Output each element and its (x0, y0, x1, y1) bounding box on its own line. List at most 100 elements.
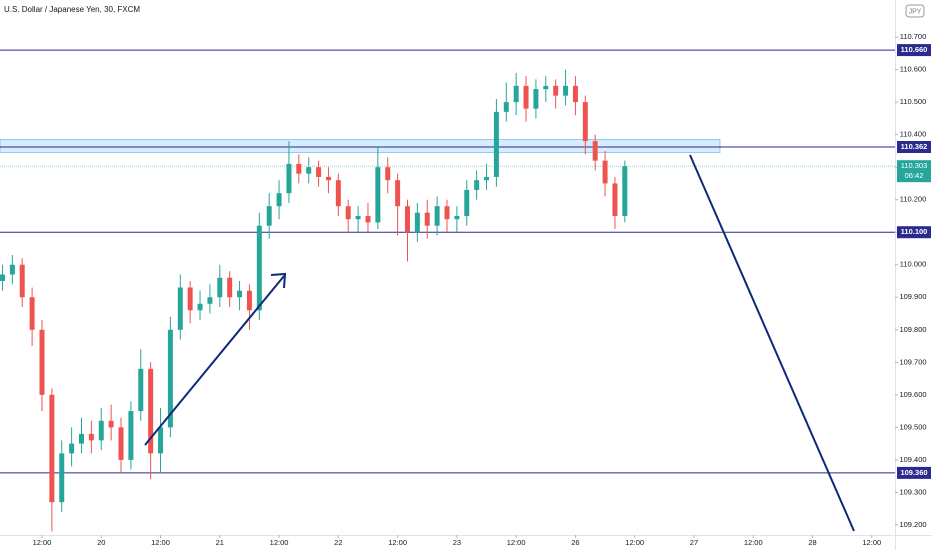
y-tick-label: 109.300 (899, 487, 926, 496)
y-tick-label: 110.000 (900, 260, 927, 269)
y-tick-label: 110.700 (900, 32, 927, 41)
y-tick-label: 110.500 (900, 97, 927, 106)
candle-body (306, 167, 312, 174)
candle-body (582, 102, 588, 142)
y-tick-label: 109.900 (899, 292, 926, 301)
candle-body (69, 443, 75, 454)
x-tick-label: 12:00 (862, 538, 881, 547)
candle-body (49, 394, 55, 503)
candle-body (474, 180, 480, 190)
candle-body (375, 167, 381, 223)
projection-line (689, 154, 855, 532)
y-tick-label: 109.800 (899, 325, 926, 334)
x-tick-label: 22 (334, 538, 342, 547)
candle-body (454, 215, 460, 220)
x-tick-label: 26 (571, 538, 579, 547)
candle-body (513, 85, 519, 103)
y-tick-label: 110.200 (900, 195, 927, 204)
candle-body (316, 167, 322, 177)
candle-body (227, 277, 233, 298)
y-tick-label: 110.600 (900, 65, 927, 74)
candle-body (148, 368, 154, 454)
x-tick-label: 23 (453, 538, 461, 547)
candle-body (592, 141, 598, 161)
x-tick-label: 12:00 (33, 538, 52, 547)
y-tick-label: 109.200 (899, 520, 926, 529)
y-tick-label: 109.400 (899, 455, 926, 464)
candle-body (572, 85, 578, 103)
candle-body (345, 206, 351, 220)
candle-body (19, 264, 25, 298)
candle-body (276, 193, 282, 207)
candle-body (207, 297, 213, 304)
candle-body (493, 111, 499, 177)
candle-body (385, 167, 391, 181)
x-tick-label: 12:00 (625, 538, 644, 547)
candle-body (365, 215, 371, 223)
chart-title: U.S. Dollar / Japanese Yen, 30, FXCM (4, 5, 140, 14)
x-tick-label: 12:00 (151, 538, 170, 547)
candle-body (523, 85, 529, 109)
candle-body (118, 427, 124, 460)
candle-body (286, 163, 292, 194)
candle-body (59, 453, 65, 503)
candle-body (563, 85, 569, 96)
candle-body (414, 212, 420, 233)
x-tick-label: 12:00 (744, 538, 763, 547)
candle-body (395, 180, 401, 207)
candle-body (266, 206, 272, 226)
candle-body (246, 290, 252, 311)
candle-body (138, 368, 144, 412)
badge-box (905, 4, 925, 18)
y-tick-label: 109.600 (899, 390, 926, 399)
current-price-box (897, 160, 931, 183)
candle-body (612, 183, 618, 216)
badge-text: JPY (909, 8, 922, 15)
current-price-label: 110.303 (901, 161, 928, 170)
candle-body (187, 287, 193, 311)
price-label-box (897, 141, 931, 154)
candle-body (29, 297, 35, 330)
trend-arrow-head (270, 272, 287, 289)
x-tick-label: 21 (216, 538, 224, 547)
price-label: 110.660 (901, 45, 928, 54)
x-tick-label: 27 (690, 538, 698, 547)
candle-body (503, 102, 509, 112)
candle-body (128, 411, 134, 460)
x-tick-label: 12:00 (507, 538, 526, 547)
y-tick-label: 109.500 (899, 422, 926, 431)
price-label-box (897, 44, 931, 57)
candle-body (434, 206, 440, 226)
candle-body (335, 180, 341, 207)
candle-body (256, 225, 262, 311)
candle-body (464, 189, 470, 216)
candle-body (602, 160, 608, 184)
candle-body (167, 329, 173, 428)
candle-body (444, 206, 450, 220)
candle-body (0, 274, 5, 281)
x-tick-label: 20 (97, 538, 105, 547)
currency-badge: JPY (905, 4, 925, 18)
candle-body (355, 215, 361, 220)
y-tick-label: 110.400 (900, 130, 927, 139)
candle-body (88, 433, 94, 441)
price-label: 110.362 (901, 142, 928, 151)
candle-body (9, 264, 15, 275)
candle-body (553, 85, 559, 96)
candle-body (325, 176, 331, 181)
price-label: 110.100 (901, 227, 928, 236)
candle-body (543, 85, 549, 90)
x-tick-label: 28 (808, 538, 816, 547)
price-label: 109.360 (900, 468, 927, 477)
x-tick-label: 12:00 (388, 538, 407, 547)
candle-body (158, 427, 164, 454)
candle-body (404, 206, 410, 233)
candle-body (533, 89, 539, 109)
candle-body (177, 287, 183, 330)
y-tick-label: 109.700 (899, 357, 926, 366)
countdown-label: 06:42 (905, 171, 924, 180)
candle-body (424, 212, 430, 226)
